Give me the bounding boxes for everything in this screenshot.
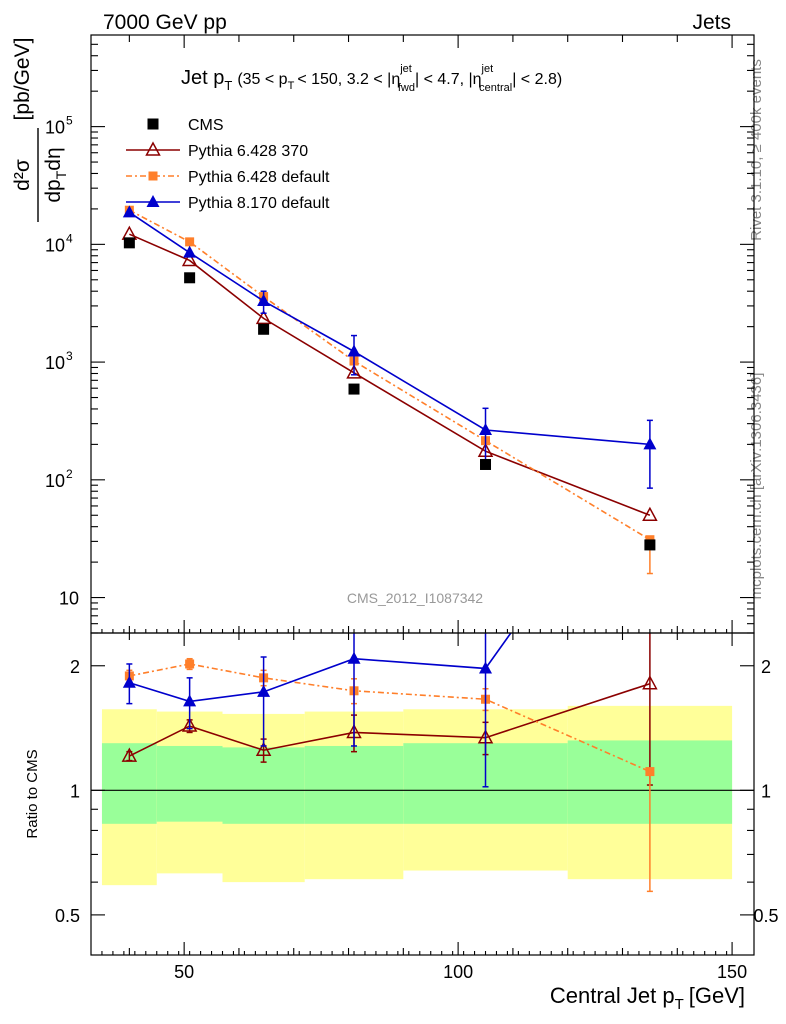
legend-marker [147, 118, 159, 130]
y-tick-exponent: 2 [66, 467, 73, 481]
y-axis-title: d²σ dpTdη [pb/GeV] [11, 38, 69, 222]
series-1-point [255, 309, 272, 325]
series-3-point [183, 245, 197, 258]
uncertainty-bands [101, 705, 733, 886]
series-3-ratio-point [122, 675, 136, 688]
series-1-ratio-point [255, 741, 272, 756]
series-1-ratio-point [121, 747, 138, 762]
rivet-label: Rivet 3.1.10, ≥ 400k events [748, 59, 765, 241]
ratio-y-label: Ratio to CMS [24, 749, 41, 838]
cms-data-point [123, 237, 135, 249]
series-1-ratio-line [128, 682, 651, 757]
legend-marker [145, 141, 161, 156]
y-tick-exponent: 4 [66, 231, 73, 245]
axis-ticks [91, 35, 754, 955]
ratio-tick-label-right: 2 [761, 657, 771, 677]
x-tick-label: 100 [443, 962, 473, 982]
plot-title: Jet pT (35 < pT < 150, 3.2 < |ηjet fwd| < 4… [181, 63, 562, 94]
series-3-point [479, 422, 493, 435]
series-3-ratio-point [479, 661, 493, 674]
series-3-ratio-point [257, 684, 271, 697]
series-1-ratio-point [642, 675, 658, 690]
series-1-point [181, 251, 198, 267]
y-title-numerator: d²σ [11, 159, 34, 191]
cms-data-point [258, 323, 270, 335]
ratio-tick-label-left: 1 [70, 781, 80, 801]
ratio-tick-label-left: 2 [70, 657, 80, 677]
series-3-ratio-line [129, 633, 512, 703]
header-right: Jets [692, 11, 731, 34]
legend-label: Pythia 6.428 370 [188, 143, 308, 160]
series-2-line [128, 209, 651, 541]
series-3-point [347, 344, 361, 357]
cms-data-points [123, 237, 656, 551]
ratio-tick-label-right: 0.5 [753, 906, 778, 926]
cms-data-point [480, 458, 492, 470]
y-tick-label: 10 [59, 589, 79, 609]
legend-label: Pythia 6.428 default [188, 169, 330, 186]
y-tick-label: 10 [45, 353, 65, 373]
header-left: 7000 GeV pp [103, 11, 227, 34]
legend-marker [146, 195, 160, 207]
y-title-denominator: dpTdη [42, 147, 69, 202]
y-tick-label: 10 [45, 235, 65, 255]
y-tick-label: 10 [45, 118, 65, 138]
y-tick-label: 10 [45, 471, 65, 491]
mcplots-label: mcplots.cern.ch [arXiv:1306.3436] [748, 373, 765, 600]
series-3-line [128, 211, 650, 446]
ratio-panel-frame [90, 632, 755, 956]
series-2-ratio-line [129, 663, 651, 773]
main-series [121, 205, 658, 575]
series-3-point [643, 437, 657, 450]
ratio-tick-label-right: 1 [761, 781, 771, 801]
y-tick-exponent: 5 [66, 114, 73, 128]
series-3-ratio-point [347, 651, 361, 664]
y-tick-exponent: 3 [66, 349, 73, 363]
legend-label: CMS [188, 117, 224, 134]
y-title-unit: [pb/GeV] [11, 38, 34, 121]
series-3-point [257, 294, 271, 307]
analysis-watermark: CMS_2012_I1087342 [347, 590, 483, 606]
inner-band-bin [304, 745, 404, 824]
series-3-ratio-point [183, 694, 197, 707]
series-2-ratio-point [185, 659, 195, 669]
ratio-series [121, 633, 658, 893]
inner-band-bin [156, 745, 223, 822]
series-3-point [122, 205, 136, 218]
ratio-tick-label-left: 0.5 [55, 906, 80, 926]
x-tick-label: 50 [174, 962, 194, 982]
series-1-ratio-point [181, 717, 198, 732]
x-tick-label: 150 [717, 962, 747, 982]
cms-data-point [644, 539, 656, 551]
series-1-point [642, 506, 658, 522]
cms-data-point [184, 272, 196, 284]
series-2-point [185, 237, 195, 247]
series-2-ratio-point [645, 767, 655, 777]
cms-data-point [348, 383, 360, 395]
series-1-line [129, 233, 651, 517]
x-axis-title: Central Jet pT [GeV] [550, 983, 745, 1013]
legend-label: Pythia 8.170 default [188, 195, 330, 212]
legend: CMS Pythia 6.428 370 Pythia 6.428 default P… [126, 117, 330, 212]
legend-marker [148, 171, 158, 181]
series-1-point [346, 364, 362, 379]
